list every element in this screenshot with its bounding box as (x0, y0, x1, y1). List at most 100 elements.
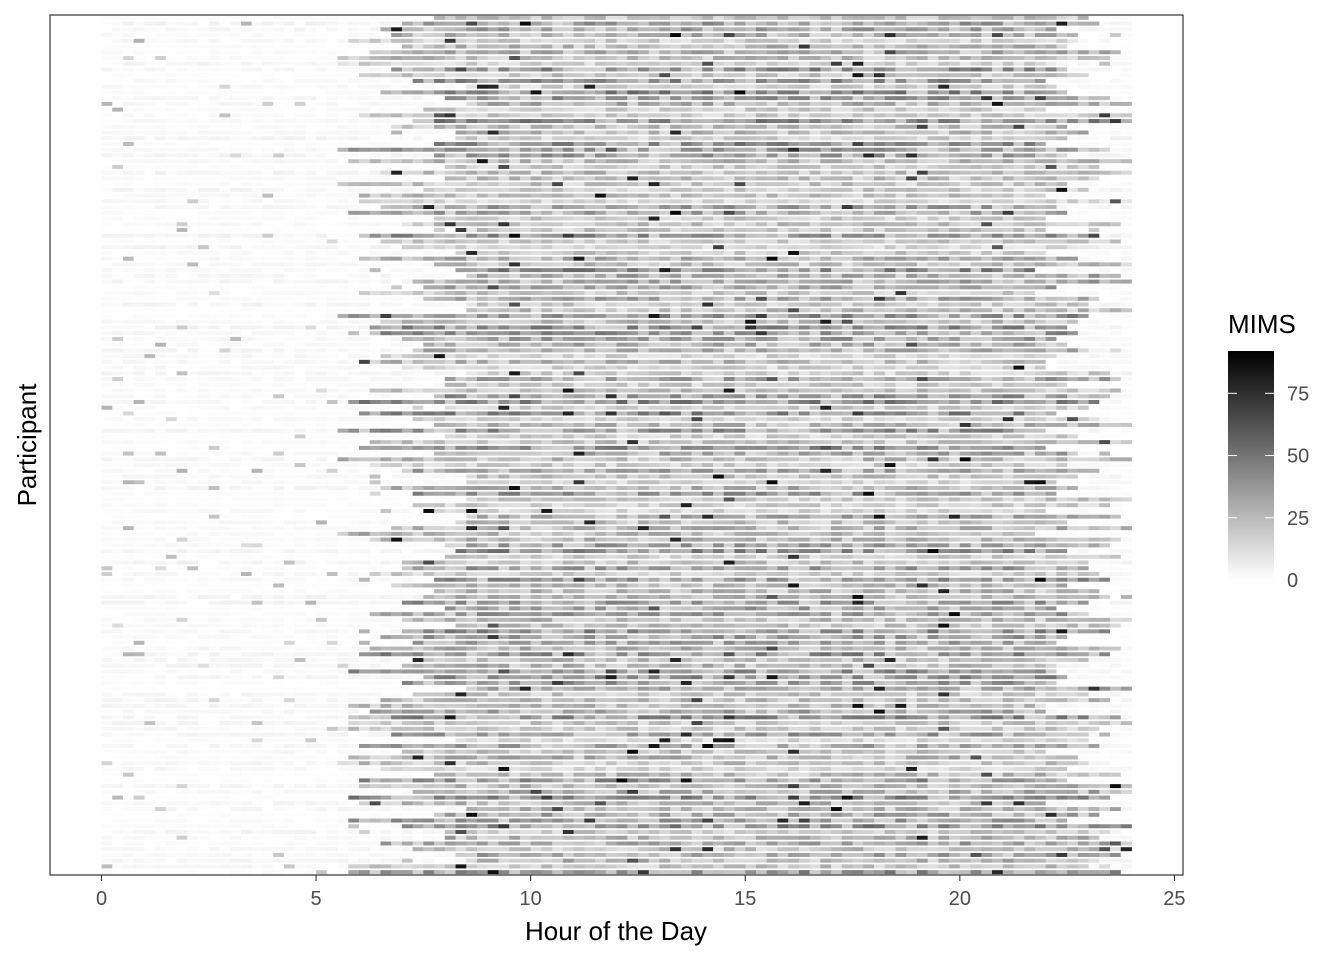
heatmap-cell (852, 27, 864, 32)
heatmap-cell (648, 101, 660, 106)
heatmap-cell (487, 84, 499, 89)
heatmap-cell (648, 205, 660, 210)
heatmap-cell (519, 308, 532, 313)
heatmap-cell (101, 308, 113, 313)
heatmap-cells (101, 15, 1132, 875)
heatmap-cell (959, 38, 971, 43)
heatmap-cell (530, 15, 542, 20)
heatmap-cell (723, 50, 735, 55)
heatmap-cell (906, 222, 918, 227)
heatmap-cell (477, 210, 489, 215)
heatmap-cell (112, 21, 124, 26)
heatmap-cell (444, 262, 456, 267)
heatmap-cell (369, 182, 381, 187)
heatmap-cell (702, 130, 714, 135)
heatmap-cell (466, 164, 478, 169)
heatmap-cell (219, 124, 231, 129)
heatmap-cell (874, 78, 886, 83)
heatmap-cell (1067, 285, 1079, 290)
heatmap-cell (337, 268, 349, 273)
heatmap-cell (434, 245, 446, 250)
heatmap-cell (273, 296, 285, 301)
heatmap-cell (240, 21, 253, 26)
heatmap-cell (176, 268, 188, 273)
heatmap-cell (316, 285, 328, 290)
heatmap-cell (316, 67, 328, 72)
heatmap-cell (509, 84, 521, 89)
heatmap-cell (627, 250, 639, 255)
heatmap-cell (906, 193, 918, 198)
heatmap-cell (176, 199, 188, 204)
heatmap-cell (477, 308, 489, 313)
heatmap-cell (305, 50, 317, 55)
heatmap-cell (337, 296, 349, 301)
heatmap-cell (498, 50, 510, 55)
heatmap-cell (959, 262, 971, 267)
heatmap-cell (133, 222, 145, 227)
heatmap-cell (444, 55, 456, 60)
heatmap-cell (777, 96, 789, 101)
heatmap-cell (144, 119, 156, 124)
heatmap-cell (509, 239, 521, 244)
heatmap-cell (1077, 113, 1089, 118)
heatmap-cell (262, 279, 274, 284)
heatmap-cell (509, 250, 521, 255)
heatmap-cell (605, 61, 617, 66)
heatmap-cell (122, 313, 135, 318)
heatmap-cell (852, 164, 864, 169)
heatmap-cell (369, 199, 381, 204)
heatmap-cell (691, 176, 703, 181)
heatmap-cell (916, 210, 929, 215)
heatmap-cell (1067, 164, 1079, 169)
heatmap-cell (831, 170, 843, 175)
heatmap-cell (359, 67, 371, 72)
heatmap-cell (165, 67, 178, 72)
heatmap-cell (401, 256, 414, 261)
heatmap-cell (165, 113, 178, 118)
heatmap-cell (702, 256, 714, 261)
heatmap-cell (798, 233, 811, 238)
heatmap-cell (627, 273, 639, 278)
heatmap-cell (412, 27, 424, 32)
heatmap-cell (702, 222, 714, 227)
heatmap-cell (219, 153, 231, 158)
heatmap-cell (369, 90, 381, 95)
heatmap-cell (552, 296, 564, 301)
heatmap-cell (788, 113, 800, 118)
heatmap-cell (498, 67, 510, 72)
heatmap-cell (133, 245, 145, 250)
heatmap-cell (176, 216, 188, 221)
heatmap-cell (809, 182, 821, 187)
heatmap-cell (187, 250, 199, 255)
heatmap-cell (745, 44, 757, 49)
heatmap-cell (970, 250, 982, 255)
heatmap-cell (423, 205, 435, 210)
heatmap-cell (509, 285, 521, 290)
heatmap-cell (981, 268, 993, 273)
heatmap-cell (337, 15, 349, 20)
heatmap-cell (755, 176, 768, 181)
heatmap-cell (412, 182, 424, 187)
heatmap-cell (831, 84, 843, 89)
heatmap-cell (916, 159, 929, 164)
heatmap-cell (337, 50, 349, 55)
heatmap-cell (723, 84, 735, 89)
heatmap-cell (155, 296, 167, 301)
heatmap-cell (1002, 90, 1014, 95)
heatmap-cell (992, 170, 1004, 175)
heatmap-cell (369, 67, 381, 72)
heatmap-cell (337, 170, 349, 175)
heatmap-cell (809, 291, 821, 296)
heatmap-cell (444, 285, 456, 290)
heatmap-cell (176, 227, 188, 232)
heatmap-cell (992, 84, 1004, 89)
heatmap-cell (831, 296, 843, 301)
heatmap-cell (1067, 153, 1079, 158)
heatmap-cell (713, 147, 725, 152)
heatmap-cell (1034, 33, 1047, 38)
heatmap-cell (391, 141, 403, 146)
heatmap-cell (1024, 170, 1036, 175)
heatmap-cell (1002, 147, 1014, 152)
heatmap-cell (713, 245, 725, 250)
heatmap-cell (573, 50, 585, 55)
